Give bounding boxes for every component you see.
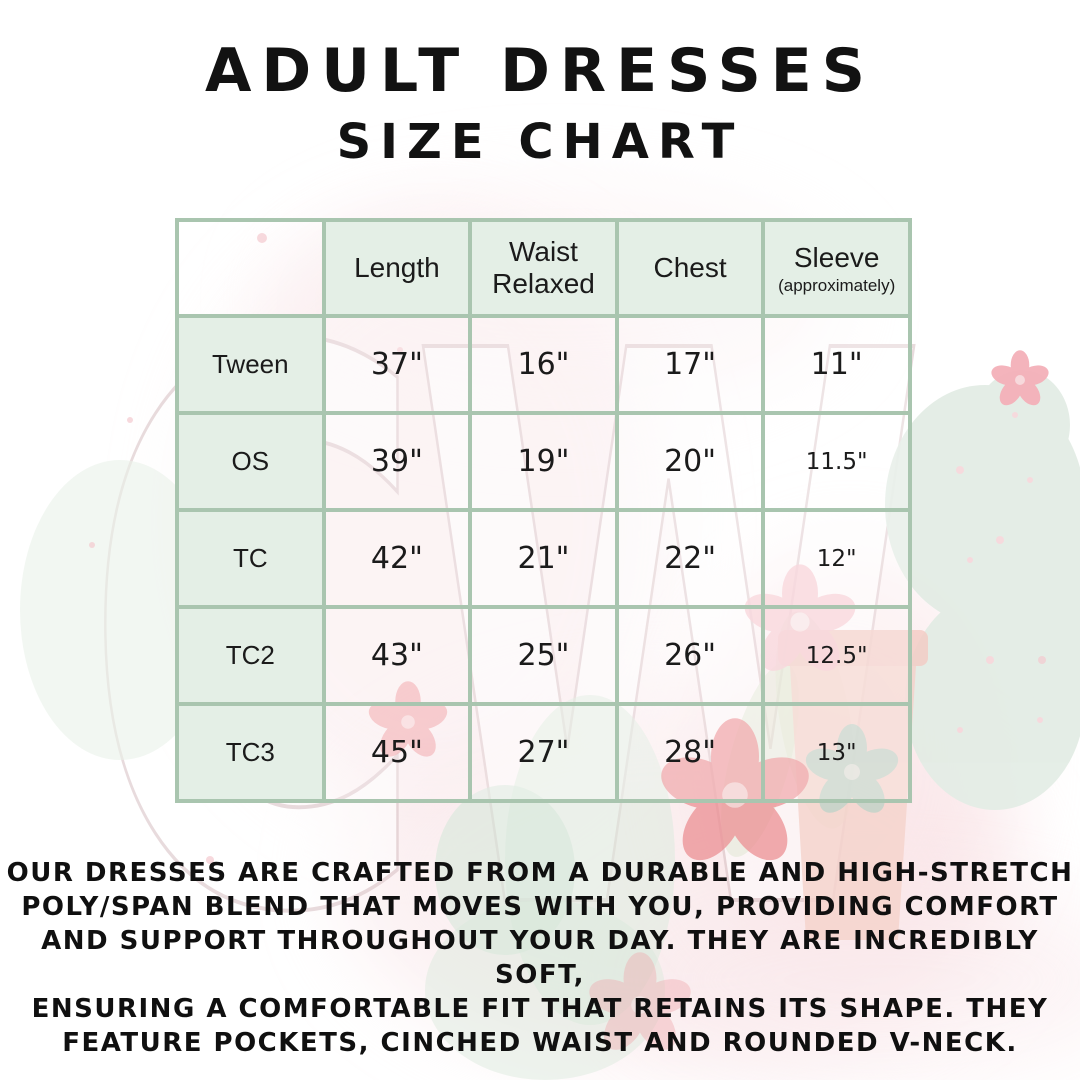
page-title: ADULT DRESSES (205, 36, 875, 106)
column-header-label: Sleeve (793, 241, 880, 273)
value-cell: 21" (468, 508, 619, 609)
value-cell: 39" (321, 411, 473, 512)
column-header-length: Length (321, 218, 473, 318)
description-line: AND SUPPORT THROUGHOUT YOUR DAY. THEY AR… (41, 926, 1039, 990)
cactus-left (20, 460, 220, 760)
row-label-tc3: TC3 (175, 702, 326, 803)
value-cell: 22" (614, 508, 766, 609)
description-line: POLY/SPAN BLEND THAT MOVES WITH YOU, PRO… (21, 892, 1059, 922)
value-cell: 11.5" (761, 411, 912, 512)
column-header-sublabel: (approximately) (778, 275, 896, 295)
table-header-row: Length Waist Relaxed Chest Sleeve (appro… (175, 218, 912, 318)
column-header-label: Chest (653, 252, 727, 283)
description-line: ENSURING A COMFORTABLE FIT THAT RETAINS … (31, 994, 1049, 1024)
table-row: Tween 37" 16" 17" 11" (175, 314, 912, 415)
value-cell: 42" (321, 508, 473, 609)
description-block: OUR DRESSES ARE CRAFTED FROM A DURABLE A… (0, 856, 1080, 1060)
value-cell: 13" (761, 702, 912, 803)
cactus-right (885, 350, 1080, 810)
size-chart-table: Length Waist Relaxed Chest Sleeve (appro… (175, 218, 912, 803)
row-label-tween: Tween (175, 314, 326, 415)
value-cell: 20" (614, 411, 766, 512)
title-block: ADULT DRESSES SIZE CHART (0, 36, 1080, 170)
table-row: TC2 43" 25" 26" 12.5" (175, 605, 912, 706)
description-line: FEATURE POCKETS, CINCHED WAIST AND ROUND… (62, 1028, 1018, 1058)
table-row: TC 42" 21" 22" 12" (175, 508, 912, 609)
value-cell: 28" (614, 702, 766, 803)
value-cell: 12" (761, 508, 912, 609)
row-label-tc: TC (175, 508, 326, 609)
table-row: OS 39" 19" 20" 11.5" (175, 411, 912, 512)
value-cell: 45" (321, 702, 473, 803)
page-subtitle: SIZE CHART (336, 114, 744, 170)
value-cell: 43" (321, 605, 473, 706)
value-cell: 19" (468, 411, 619, 512)
value-cell: 16" (468, 314, 619, 415)
value-cell: 25" (468, 605, 619, 706)
corner-cell (175, 218, 326, 318)
value-cell: 37" (321, 314, 473, 415)
row-label-os: OS (175, 411, 326, 512)
value-cell: 27" (468, 702, 619, 803)
column-header-label: Waist Relaxed (492, 236, 595, 299)
value-cell: 11" (761, 314, 912, 415)
value-cell: 12.5" (761, 605, 912, 706)
description-line: OUR DRESSES ARE CRAFTED FROM A DURABLE A… (6, 858, 1074, 888)
row-label-tc2: TC2 (175, 605, 326, 706)
value-cell: 17" (614, 314, 766, 415)
table-row: TC3 45" 27" 28" 13" (175, 702, 912, 803)
column-header-sleeve: Sleeve (approximately) (761, 218, 912, 318)
column-header-label: Length (354, 252, 440, 283)
column-header-chest: Chest (614, 218, 766, 318)
value-cell: 26" (614, 605, 766, 706)
column-header-waist-relaxed: Waist Relaxed (468, 218, 619, 318)
